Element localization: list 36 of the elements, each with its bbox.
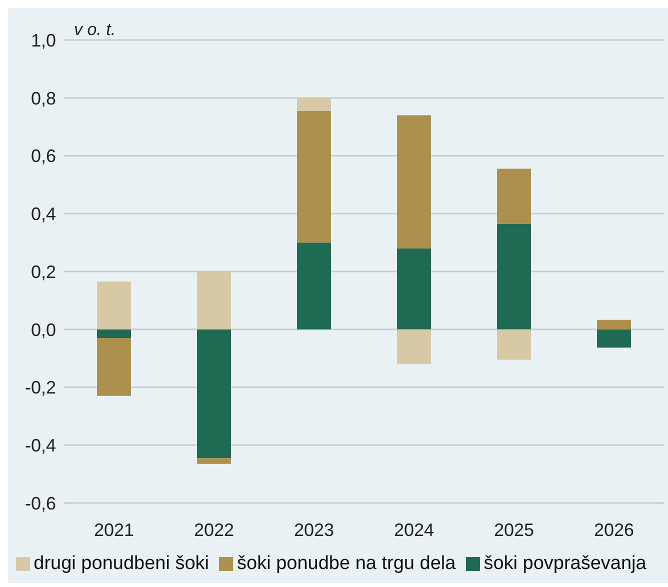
y-tick-label: -0,4 [24,436,56,456]
bar [197,458,231,464]
x-tick-label: 2021 [94,520,134,540]
bar [197,329,231,458]
bar [297,110,331,243]
bar [497,168,531,224]
bar [497,329,531,360]
y-tick-label: 1,0 [30,30,56,50]
bar [397,115,431,248]
x-tick-label: 2026 [594,520,634,540]
bar [497,224,531,330]
y-tick-label: 0,4 [30,204,56,224]
y-axis-title: v o. t. [74,20,116,40]
bar [97,329,131,338]
bar [597,329,631,348]
y-tick-label: 0,6 [30,146,56,166]
x-tick-label: 2025 [494,520,534,540]
legend-label: šoki ponudbe na trgu dela [237,553,456,574]
bar [197,272,231,330]
x-tick-label: 2024 [394,520,434,540]
legend-label: drugi ponudbeni šoki [34,553,210,574]
x-tick-label: 2022 [194,520,234,540]
y-tick-label: 0,8 [30,88,56,108]
bar [397,329,431,364]
bar [397,248,431,330]
bar [297,98,331,111]
bar [297,242,331,330]
y-tick-label: 0,2 [30,262,56,282]
bar [597,320,631,330]
y-tick-label: -0,6 [24,493,56,514]
legend-label: šoki povpraševanja [484,553,646,574]
x-tick-label: 2023 [294,520,334,540]
y-tick-label: -0,2 [24,378,56,398]
y-tick-label: 0,0 [30,320,56,340]
bar [97,282,131,330]
bar [97,338,131,396]
